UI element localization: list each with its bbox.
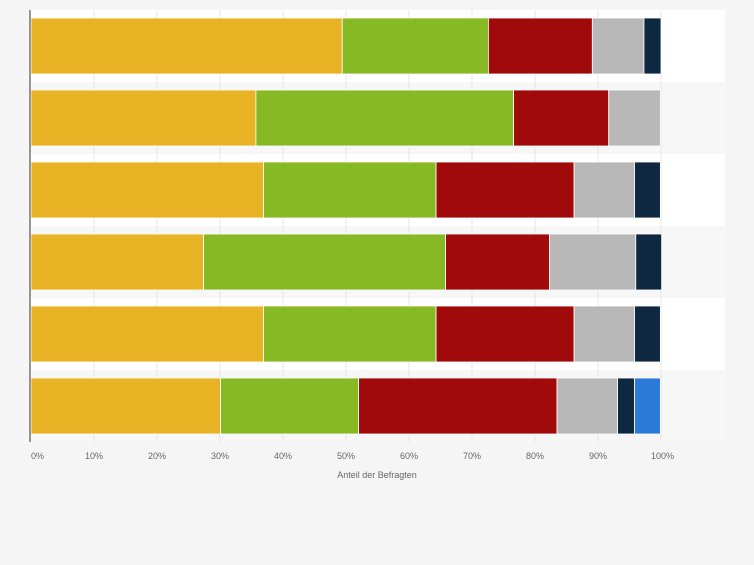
bar-segment (634, 161, 661, 219)
x-tick-label: 0% (31, 451, 44, 461)
bar-segment (358, 377, 558, 435)
bar-segment (341, 17, 489, 75)
x-tick-label: 60% (400, 451, 418, 461)
bar-segment (30, 377, 222, 435)
bar-segment (634, 305, 661, 363)
gridlines (93, 10, 662, 442)
bar-segment (435, 161, 575, 219)
bar-segment (549, 233, 637, 291)
x-axis-label: Anteil der Befragten (337, 470, 417, 480)
x-tick-label: 40% (274, 451, 292, 461)
bar-segment (203, 233, 446, 291)
bar-segment (573, 161, 635, 219)
bar-segment (435, 305, 575, 363)
x-tick-label: 90% (589, 451, 607, 461)
bar-segment (30, 233, 205, 291)
bar-segment (445, 233, 550, 291)
bar-segment (608, 89, 661, 147)
bars (30, 17, 663, 435)
x-tick-label: 100% (651, 451, 674, 461)
x-tick-label: 50% (337, 451, 355, 461)
x-tick-label: 70% (463, 451, 481, 461)
bar-segment (643, 17, 662, 75)
bar-segment (263, 305, 437, 363)
x-tick-label: 20% (148, 451, 166, 461)
x-tick-label: 30% (211, 451, 229, 461)
row-bands (30, 10, 725, 442)
bar-segment (263, 161, 437, 219)
bar-segment (30, 161, 264, 219)
bar-segment (573, 305, 635, 363)
bar-segment (30, 89, 257, 147)
x-tick-label: 10% (85, 451, 103, 461)
bar-segment (513, 89, 610, 147)
bar-segment (617, 377, 635, 435)
bar-segment (30, 17, 343, 75)
bar-segment (220, 377, 360, 435)
bar-segment (255, 89, 514, 147)
bar-segment (556, 377, 618, 435)
bar-segment (634, 377, 661, 435)
bar-segment (635, 233, 663, 291)
bar-segment (487, 17, 593, 75)
x-tick-labels: 0% 10% 20% 30% 40% 50% 60% 70% 80% 90% 100% (31, 451, 674, 461)
bar-segment (591, 17, 645, 75)
x-tick-label: 80% (526, 451, 544, 461)
bar-segment (30, 305, 264, 363)
